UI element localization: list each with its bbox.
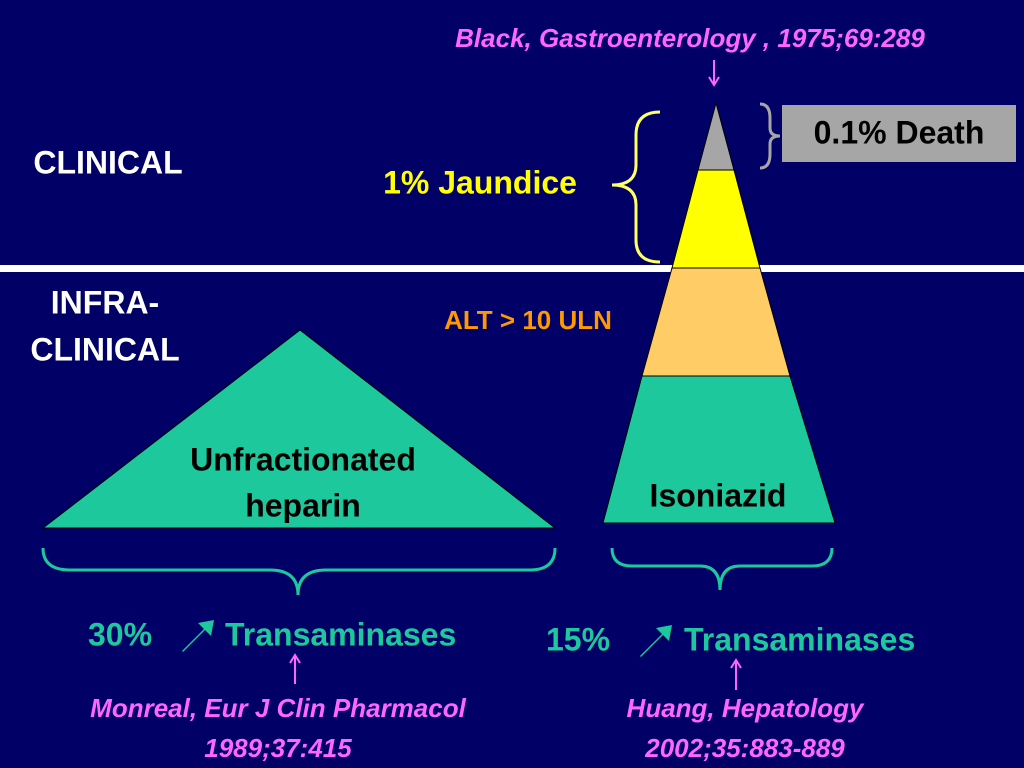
citation-left: Monreal, Eur J Clin Pharmacol [90,693,466,723]
brace-death [759,102,781,170]
heparin-label: Unfractionated [190,441,416,477]
result-text: Transaminases [225,616,456,652]
jaundice-label: 1% Jaundice [383,164,577,200]
zone-infra: INFRA- [51,284,159,320]
brace-jaundice [611,110,661,264]
alt-label: ALT > 10 ULN [444,305,612,335]
citation-right: 2002;35:883-889 [644,733,845,763]
heparin-label: heparin [245,487,361,523]
citation-left: 1989;37:415 [204,733,352,763]
arrow-left [289,653,301,684]
zone-infra: CLINICAL [30,331,179,367]
citation-right: Huang, Hepatology [627,693,865,723]
citation-top: Black, Gastroenterology , 1975;69:289 [455,23,925,53]
death-box [782,105,1016,162]
up-arrow-icon [182,620,214,652]
divider [0,265,1024,272]
zone-clinical: CLINICAL [33,144,182,180]
pyramid-base [602,375,836,524]
result-percent: 15% [546,621,610,657]
arrow-top [708,60,720,87]
arrow-right [730,658,742,690]
brace-heparin [41,547,557,596]
drug-label: Isoniazid [650,477,787,513]
heparin-triangle [41,329,557,529]
death-label: 0.1% Death [814,114,985,150]
result-percent: 30% [88,616,152,652]
result-text: Transaminases [684,621,915,657]
brace-isoniazid [610,547,834,591]
up-arrow-icon [640,625,672,657]
